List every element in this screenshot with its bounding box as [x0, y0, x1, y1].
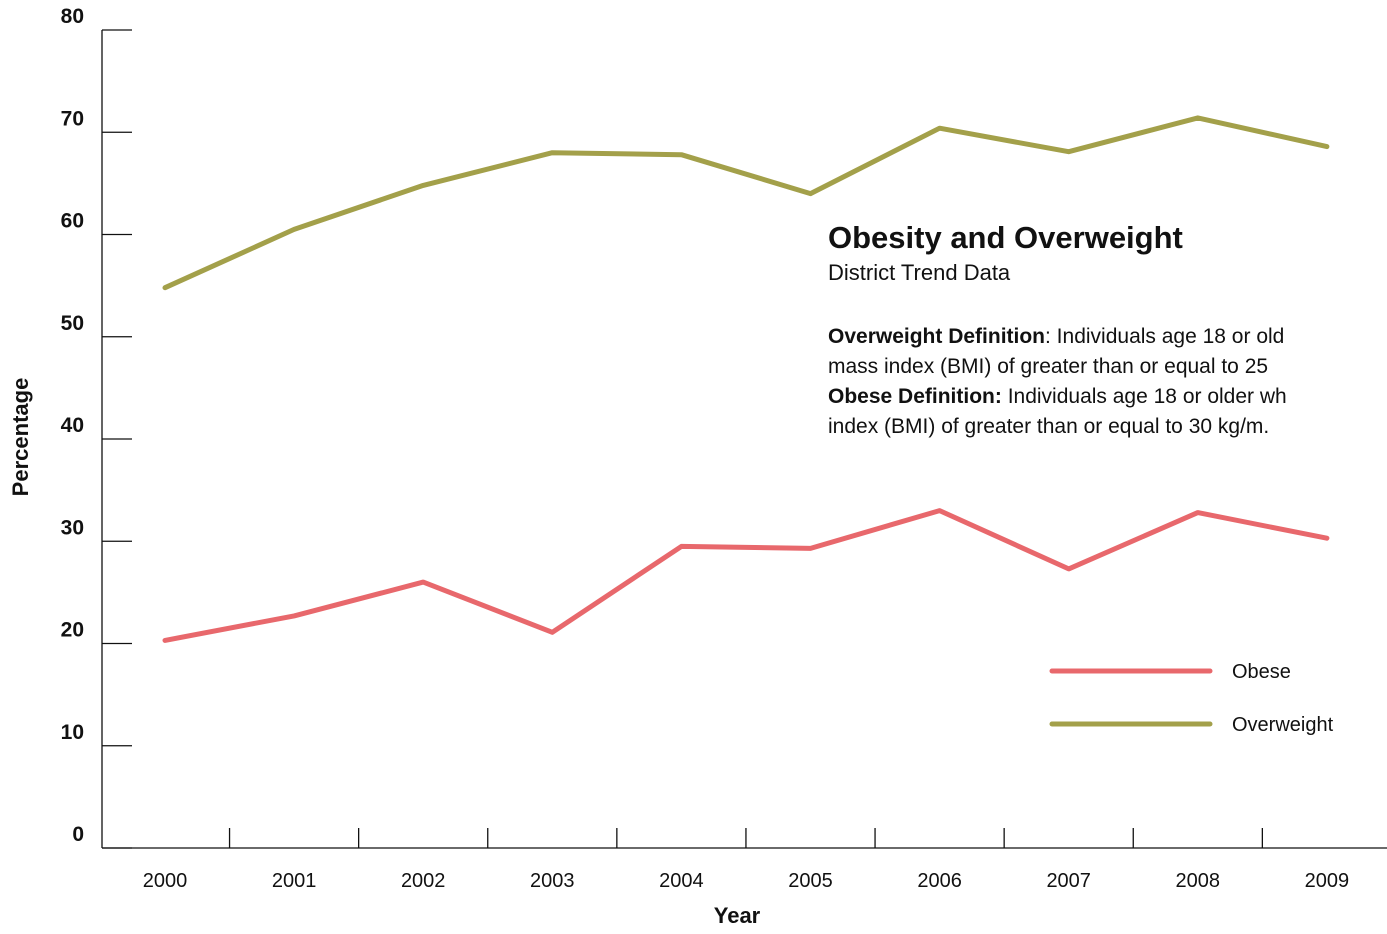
x-tick-label: 2000 [143, 870, 188, 892]
y-tick-label: 80 [61, 5, 84, 28]
x-tick-label: 2004 [659, 870, 704, 892]
legend: Obese Overweight [1052, 661, 1334, 736]
x-tick-label: 2002 [401, 870, 446, 892]
y-tick-label: 70 [61, 107, 84, 130]
legend-label-obese: Obese [1232, 661, 1291, 683]
y-tick-label: 50 [61, 312, 84, 335]
x-tick-label: 2009 [1305, 870, 1350, 892]
x-tick-label: 2008 [1176, 870, 1221, 892]
series-line-obese [165, 511, 1327, 641]
y-tick-label: 60 [61, 210, 84, 233]
y-ticks: 0 10 20 30 40 50 60 70 80 [61, 5, 132, 848]
series-lines [165, 118, 1327, 641]
x-axis-title: Year [714, 903, 761, 928]
y-tick-label: 20 [61, 619, 84, 642]
chart-title-block: Obesity and Overweight District Trend Da… [828, 220, 1287, 438]
x-tick-label: 2007 [1046, 870, 1091, 892]
y-tick-label: 40 [61, 414, 84, 437]
y-axis-title: Percentage [8, 378, 33, 497]
series-line-overweight [165, 118, 1327, 288]
x-tick-label: 2001 [272, 870, 317, 892]
x-tick-label: 2005 [788, 870, 833, 892]
legend-label-overweight: Overweight [1232, 714, 1334, 736]
chart-title: Obesity and Overweight [828, 220, 1183, 255]
obese-definition-line-2: index (BMI) of greater than or equal to … [828, 415, 1269, 438]
y-tick-label: 0 [72, 823, 84, 846]
x-tick-label: 2006 [917, 870, 962, 892]
obese-definition-line-1: Obese Definition: Individuals age 18 or … [828, 385, 1287, 408]
obese-definition-text: Individuals age 18 or older wh [1002, 385, 1287, 408]
overweight-definition-line-1: Overweight Definition: Individuals age 1… [828, 325, 1284, 348]
obese-definition-label: Obese Definition: [828, 385, 1002, 408]
y-tick-label: 30 [61, 516, 84, 539]
x-ticks: 2000 2001 2002 2003 2004 2005 2006 2007 2008 2009 [143, 828, 1349, 892]
overweight-definition-label: Overweight Definition [828, 325, 1045, 348]
overweight-definition-text: : Individuals age 18 or old [1045, 325, 1284, 348]
overweight-definition-line-2: mass index (BMI) of greater than or equa… [828, 355, 1268, 378]
x-tick-label: 2003 [530, 870, 575, 892]
y-tick-label: 10 [61, 721, 84, 744]
chart-subtitle: District Trend Data [828, 260, 1011, 285]
